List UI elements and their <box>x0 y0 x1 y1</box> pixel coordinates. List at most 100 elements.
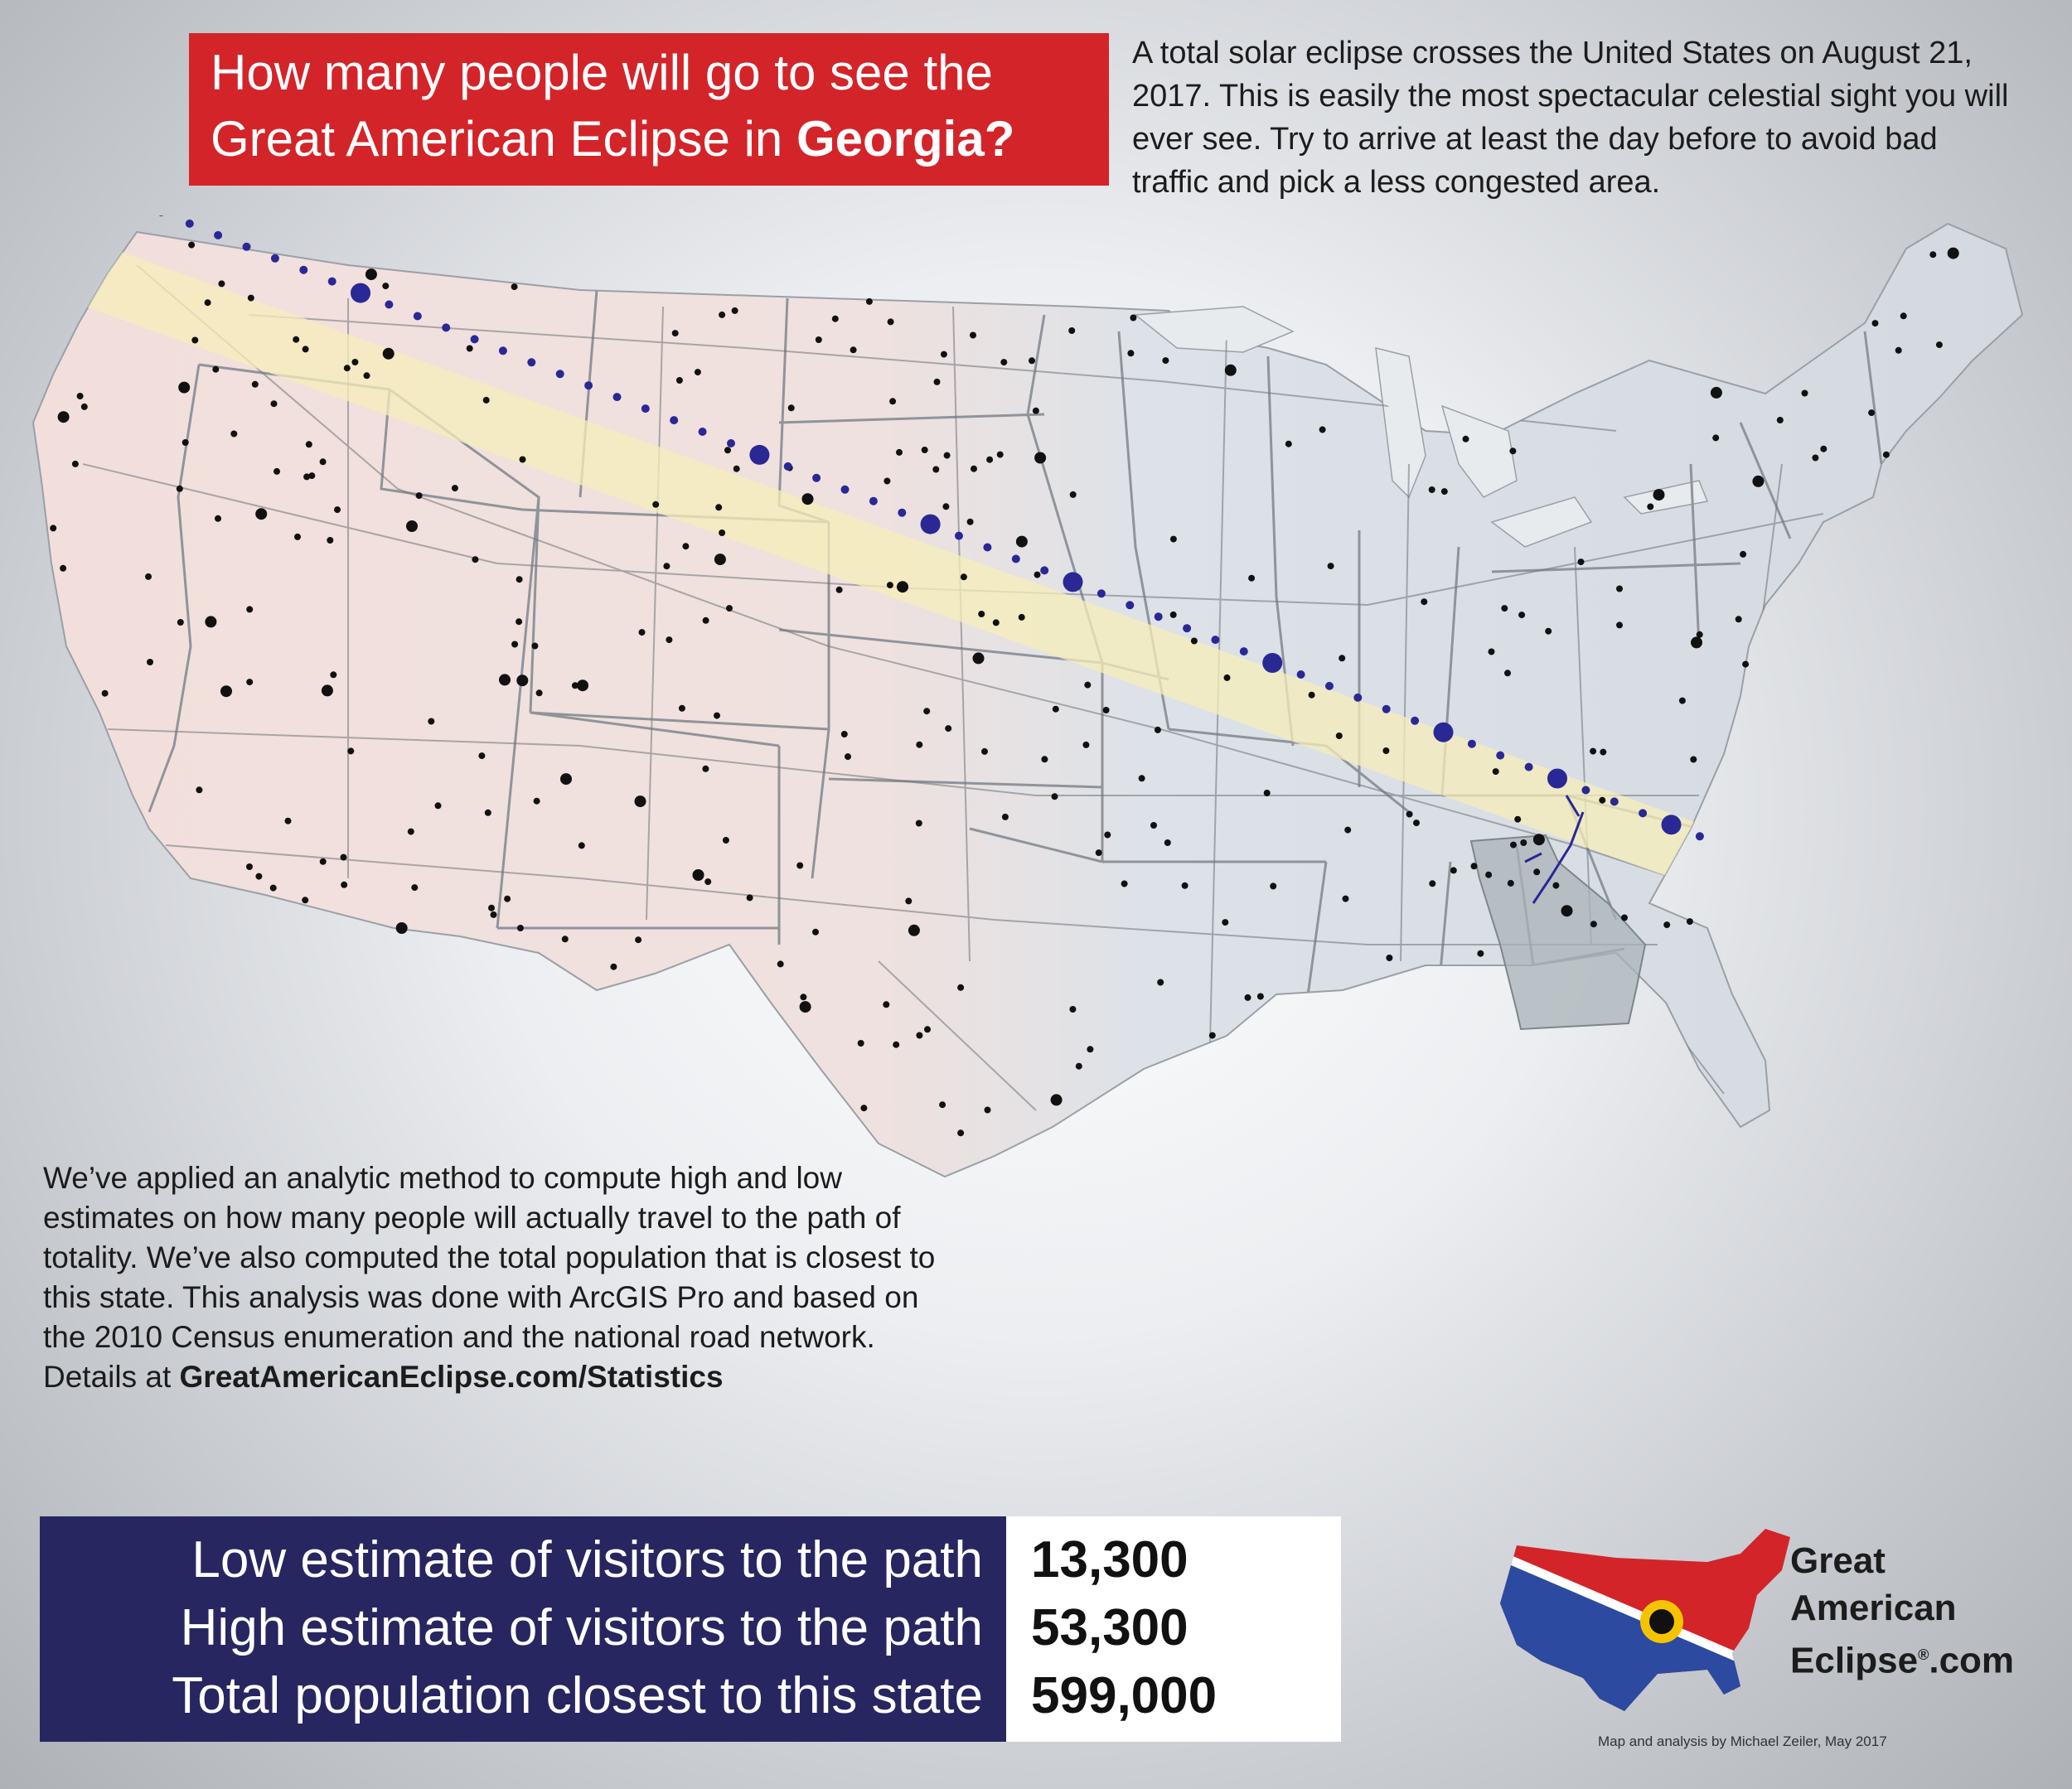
city-dot <box>560 773 572 786</box>
city-dot <box>1050 1094 1063 1106</box>
city-dot <box>1181 882 1188 889</box>
city-dot <box>578 842 585 849</box>
city-dot <box>1222 919 1229 926</box>
city-dot <box>1485 871 1493 878</box>
city-dot <box>1440 488 1448 496</box>
city-dot <box>978 611 985 617</box>
city-dot <box>1616 585 1623 592</box>
path-city-dot <box>1183 624 1192 633</box>
city-dot <box>101 689 109 697</box>
city-dot <box>704 878 712 886</box>
city-dot <box>1653 489 1665 501</box>
city-dot <box>1190 637 1198 645</box>
title-state-name: Georgia? <box>796 111 1015 167</box>
city-dot <box>719 311 726 318</box>
path-city-dot <box>1262 653 1283 673</box>
city-dot <box>1319 426 1326 433</box>
city-dot <box>1095 849 1102 857</box>
city-dot <box>57 411 70 423</box>
city-dot <box>787 404 795 412</box>
city-dot <box>1138 775 1145 782</box>
path-city-dot <box>840 485 850 494</box>
city-dot <box>799 1001 811 1013</box>
city-dot <box>330 671 337 679</box>
city-dot <box>246 606 254 613</box>
city-dot <box>1339 655 1346 662</box>
city-dot <box>293 336 300 343</box>
title-banner: How many people will go to see the Great… <box>189 33 1109 186</box>
city-dot <box>341 881 348 888</box>
city-dot <box>302 346 309 353</box>
city-dot <box>1244 994 1251 1001</box>
path-city-dot <box>1524 762 1533 771</box>
city-dot <box>801 493 814 505</box>
city-dot <box>1169 535 1177 543</box>
city-dot <box>1647 503 1654 510</box>
city-dot <box>270 400 278 408</box>
city-dot <box>176 485 183 492</box>
city-dot <box>887 318 894 326</box>
city-dot <box>1776 417 1784 423</box>
city-dot <box>896 448 903 456</box>
city-dot <box>916 741 923 748</box>
city-dot <box>678 704 685 712</box>
city-dot <box>1599 796 1606 804</box>
city-dot <box>76 393 84 399</box>
blue-river-lines <box>1524 795 1585 904</box>
city-dot <box>1752 475 1765 487</box>
city-dot <box>815 336 822 343</box>
city-dot <box>1801 389 1808 397</box>
city-dot <box>981 747 988 755</box>
city-dot <box>857 1040 864 1047</box>
city-dot <box>916 1032 923 1039</box>
city-dot <box>726 605 733 612</box>
path-city-dot <box>1011 554 1020 563</box>
moon-disc-icon <box>1649 1609 1674 1634</box>
city-dot <box>415 492 423 500</box>
statistics-link[interactable]: GreatAmericanEclipse.com/Statistics <box>179 1360 724 1394</box>
city-dot <box>1900 312 1907 320</box>
city-dot <box>1696 631 1703 638</box>
city-dot <box>303 473 311 481</box>
city-dot <box>1164 839 1171 846</box>
path-city-dot <box>898 508 907 517</box>
city-dot <box>230 430 238 438</box>
city-dot <box>484 809 491 816</box>
city-dot <box>1492 768 1499 776</box>
path-city-dot <box>1296 670 1305 679</box>
city-dot <box>60 564 67 572</box>
city-dot <box>516 925 524 931</box>
city-dot <box>71 460 79 467</box>
city-dot <box>924 1026 931 1033</box>
city-dot <box>933 378 941 385</box>
city-dot <box>972 652 985 665</box>
city-dot <box>921 447 928 453</box>
path-city-dot <box>983 543 992 552</box>
city-dot <box>714 554 726 566</box>
city-dot <box>1600 748 1607 756</box>
city-dot <box>1150 822 1157 829</box>
city-dot <box>1429 880 1436 887</box>
city-dot <box>1488 648 1495 655</box>
city-dot <box>1034 571 1041 578</box>
city-dot <box>714 712 720 719</box>
path-city-dot <box>413 312 422 321</box>
city-dot <box>638 629 646 636</box>
city-dot <box>1577 558 1585 566</box>
city-dot <box>251 380 259 388</box>
city-dot <box>1130 314 1137 322</box>
city-dot <box>561 936 569 943</box>
city-dot <box>1223 674 1231 681</box>
path-city-dot <box>158 215 164 216</box>
city-dot <box>666 636 673 644</box>
city-dot <box>382 347 395 360</box>
city-dot <box>1087 1046 1094 1053</box>
city-dot <box>702 765 709 772</box>
path-city-dot <box>1126 601 1135 610</box>
path-city-dot <box>1154 612 1163 621</box>
city-dot <box>466 345 473 352</box>
city-dot <box>694 369 701 376</box>
city-dot <box>957 984 965 991</box>
path-city-dot <box>527 358 536 367</box>
city-dot <box>1000 359 1008 366</box>
